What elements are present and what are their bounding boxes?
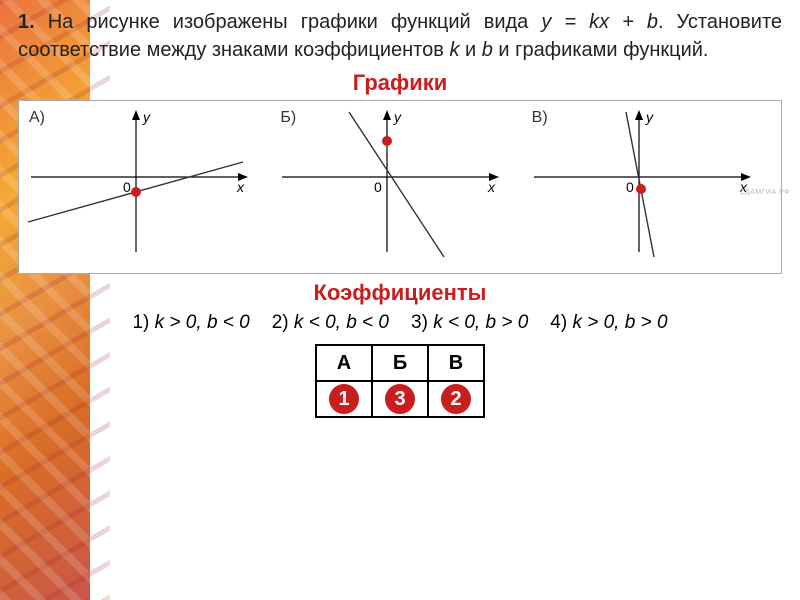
coef-2-b: b < 0 <box>346 312 389 333</box>
graph-label-c: В) <box>532 109 548 127</box>
problem-formula: y = kx + b <box>541 11 658 33</box>
problem-and: и <box>459 39 481 61</box>
graph-c-svg: y x 0 <box>526 107 756 262</box>
coef-2-num: 2) <box>272 312 289 333</box>
graph-b: Б) y x 0 <box>274 107 525 267</box>
coef-1-k: k > 0, <box>155 312 202 333</box>
table-row: А Б В <box>316 345 484 381</box>
problem-statement: 1. На рисунке изображены графики функций… <box>18 8 782 64</box>
coef-4-num: 4) <box>550 312 567 333</box>
coefficients-title: Коэффициенты <box>18 280 782 306</box>
watermark: СДАМГИА.РФ <box>740 189 791 196</box>
coef-1: 1) k > 0, b < 0 <box>132 312 249 334</box>
problem-number: 1. <box>18 11 35 33</box>
coef-4: 4) k > 0, b > 0 <box>550 312 667 334</box>
coef-3-k: k < 0, <box>433 312 480 333</box>
graphs-title: Графики <box>18 70 782 96</box>
problem-b: b <box>482 39 493 61</box>
slide-content: 1. На рисунке изображены графики функций… <box>0 0 800 418</box>
coef-1-num: 1) <box>132 312 149 333</box>
graphs-container: А) y x 0 Б) y x 0 <box>18 100 782 274</box>
coef-3: 3) k < 0, b > 0 <box>411 312 528 334</box>
coefficients-list: 1) k > 0, b < 0 2) k < 0, b < 0 3) k < 0… <box>18 312 782 334</box>
answer-header-c: В <box>428 345 484 381</box>
answer-header-a: А <box>316 345 372 381</box>
problem-text-3: и графиками функций. <box>493 39 709 61</box>
answer-table: А Б В 1 3 2 <box>315 344 485 418</box>
coef-2-k: k < 0, <box>294 312 341 333</box>
origin-label: 0 <box>626 179 634 195</box>
coef-3-b: b > 0 <box>485 312 528 333</box>
coef-1-b: b < 0 <box>207 312 250 333</box>
table-row: 1 3 2 <box>316 381 484 417</box>
problem-k: k <box>449 39 459 61</box>
coef-2: 2) k < 0, b < 0 <box>272 312 389 334</box>
coef-4-b: b > 0 <box>625 312 668 333</box>
graph-label-a: А) <box>29 109 45 127</box>
graph-a: А) y x 0 <box>23 107 274 267</box>
answer-badge: 2 <box>441 384 471 414</box>
answer-cell-a: 1 <box>316 381 372 417</box>
axis-x-label: x <box>236 179 245 195</box>
problem-text-1: На рисунке изображены графики функций ви… <box>48 11 542 33</box>
graph-c: В) y x 0 <box>526 107 777 267</box>
graph-a-svg: y x 0 <box>23 107 253 262</box>
answer-cell-b: 3 <box>372 381 428 417</box>
axis-y-label: y <box>142 109 151 125</box>
graph-label-b: Б) <box>280 109 296 127</box>
axis-y-label: y <box>393 109 402 125</box>
answer-badge: 3 <box>385 384 415 414</box>
coef-4-k: k > 0, <box>572 312 619 333</box>
origin-label: 0 <box>123 179 131 195</box>
answer-header-b: Б <box>372 345 428 381</box>
answer-badge: 1 <box>329 384 359 414</box>
axis-y-label: y <box>645 109 654 125</box>
axis-x-label: x <box>487 179 496 195</box>
origin-label: 0 <box>374 179 382 195</box>
answer-cell-c: 2 <box>428 381 484 417</box>
coef-3-num: 3) <box>411 312 428 333</box>
graph-b-svg: y x 0 <box>274 107 504 262</box>
